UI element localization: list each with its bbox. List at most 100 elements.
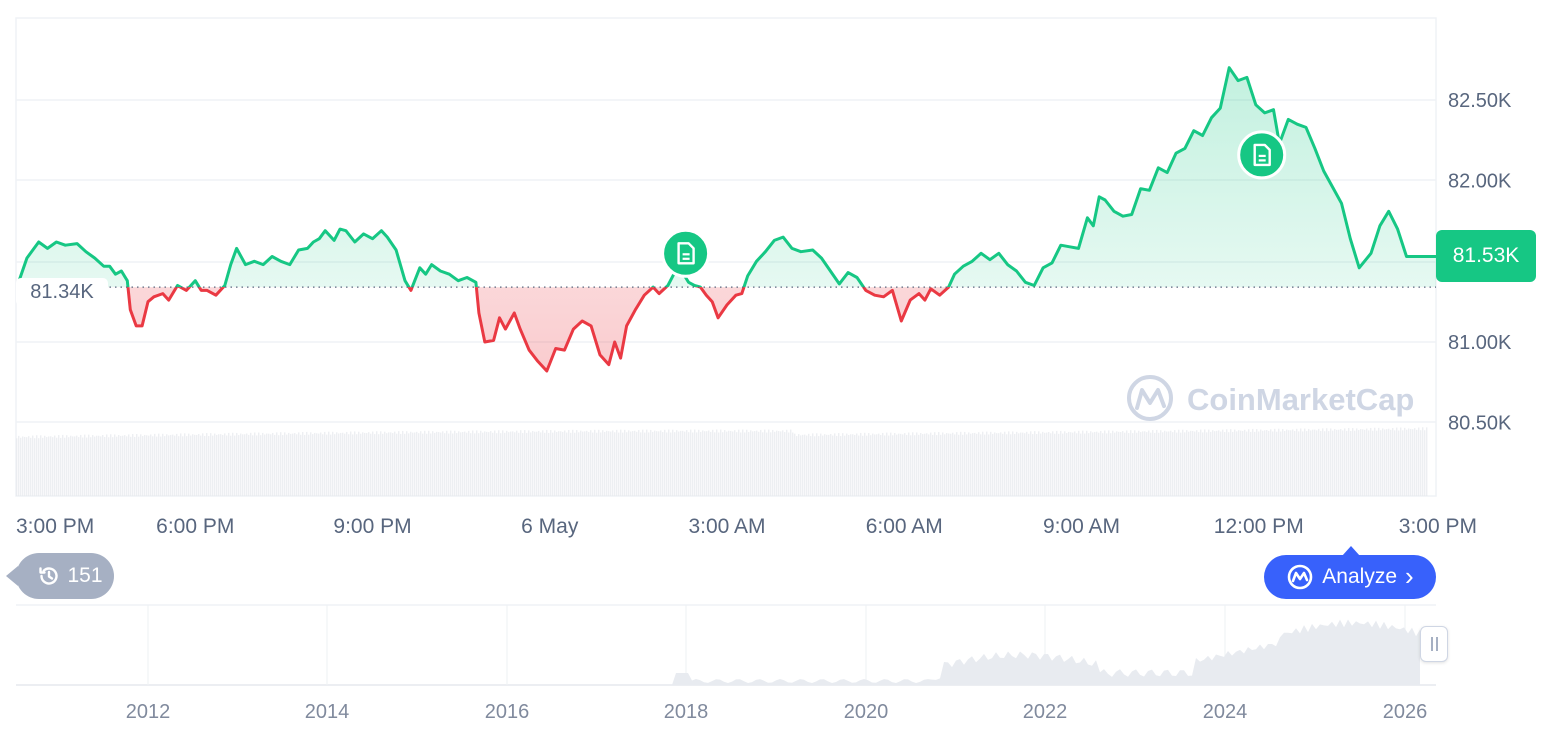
volume-bar — [446, 430, 448, 496]
volume-bar — [1280, 431, 1282, 496]
volume-bar — [76, 435, 78, 496]
volume-bar — [1176, 432, 1178, 496]
analyze-icon — [1287, 564, 1313, 590]
volume-bar — [332, 431, 334, 496]
volume-bar — [1248, 429, 1250, 496]
volume-bar — [18, 435, 20, 496]
volume-bar — [182, 436, 184, 496]
volume-bar — [1068, 431, 1070, 496]
volume-bar — [768, 429, 770, 496]
volume-bar — [1268, 430, 1270, 496]
volume-bar — [482, 432, 484, 496]
volume-bar — [364, 432, 366, 496]
volume-bar — [928, 434, 930, 496]
area-above-baseline — [18, 67, 1436, 288]
volume-bar — [1388, 428, 1390, 496]
volume-bar — [892, 435, 894, 496]
volume-bar — [336, 432, 338, 496]
volume-bar — [1096, 431, 1098, 496]
volume-bar — [1048, 432, 1050, 496]
volume-bar — [274, 434, 276, 496]
news-marker-2[interactable] — [1237, 130, 1287, 180]
volume-bar — [632, 431, 634, 496]
volume-bar — [1300, 428, 1302, 496]
volume-bar — [1254, 431, 1256, 496]
volume-bar — [676, 430, 678, 496]
volume-bar — [890, 432, 892, 496]
history-button[interactable]: 151 — [6, 553, 114, 599]
volume-bar — [486, 431, 488, 496]
volume-bar — [872, 433, 874, 496]
volume-bar — [942, 432, 944, 496]
volume-bar — [630, 431, 632, 496]
volume-bar — [248, 434, 250, 496]
volume-bar — [1286, 429, 1288, 496]
volume-bar — [764, 429, 766, 496]
volume-bar — [1304, 428, 1306, 496]
volume-bar — [352, 434, 354, 496]
volume-bar — [382, 433, 384, 496]
volume-bar — [510, 431, 512, 496]
volume-bar — [448, 433, 450, 496]
volume-bar — [1190, 430, 1192, 496]
navigator-drag-handle[interactable] — [1420, 626, 1448, 662]
volume-bar — [104, 436, 106, 496]
volume-bar — [954, 434, 956, 496]
volume-bar — [864, 432, 866, 496]
volume-bar — [302, 431, 304, 496]
volume-bar — [594, 429, 596, 496]
navigator-year-label: 2014 — [305, 701, 350, 723]
volume-bar — [1114, 432, 1116, 496]
volume-bar — [934, 432, 936, 496]
volume-bar — [1256, 429, 1258, 496]
volume-bar — [450, 430, 452, 496]
volume-bar — [886, 432, 888, 496]
volume-bar — [16, 438, 18, 496]
volume-bar — [1390, 429, 1392, 496]
volume-bar — [1236, 431, 1238, 496]
volume-bar — [24, 436, 26, 496]
volume-bar — [408, 433, 410, 496]
volume-bar — [862, 435, 864, 496]
volume-bar — [522, 433, 524, 496]
volume-bar — [830, 434, 832, 496]
volume-bar — [54, 435, 56, 496]
volume-bar — [652, 431, 654, 496]
volume-bar — [794, 433, 796, 496]
volume-bar — [356, 434, 358, 496]
volume-bar — [762, 432, 764, 496]
volume-bar — [338, 433, 340, 496]
volume-bar — [1408, 428, 1410, 496]
volume-bar — [1132, 433, 1134, 496]
volume-bar — [808, 433, 810, 496]
watermark-text: CoinMarketCap — [1187, 382, 1414, 417]
document-icon — [1253, 143, 1271, 167]
volume-bar — [596, 432, 598, 496]
volume-bar — [1414, 428, 1416, 496]
volume-bar — [1104, 430, 1106, 496]
volume-bar — [648, 432, 650, 496]
volume-bar — [818, 436, 820, 496]
volume-bar — [804, 434, 806, 496]
volume-bar — [638, 430, 640, 496]
volume-bar — [1116, 431, 1118, 496]
volume-bar — [740, 432, 742, 496]
volume-bar — [472, 430, 474, 496]
volume-bar — [1242, 430, 1244, 496]
volume-bar — [814, 436, 816, 496]
volume-bar — [500, 433, 502, 496]
volume-bar — [968, 432, 970, 496]
volume-bar — [1344, 428, 1346, 496]
volume-bar — [326, 434, 328, 496]
volume-bar — [1320, 430, 1322, 496]
volume-bar — [324, 431, 326, 496]
news-marker-1[interactable] — [661, 228, 711, 278]
volume-bar — [754, 431, 756, 496]
volume-bar — [218, 434, 220, 496]
volume-bar — [1036, 434, 1038, 496]
volume-bar — [726, 431, 728, 496]
volume-bar — [84, 434, 86, 496]
volume-bar — [976, 433, 978, 496]
analyze-button[interactable]: Analyze › — [1264, 546, 1436, 599]
volume-bar — [1134, 430, 1136, 496]
